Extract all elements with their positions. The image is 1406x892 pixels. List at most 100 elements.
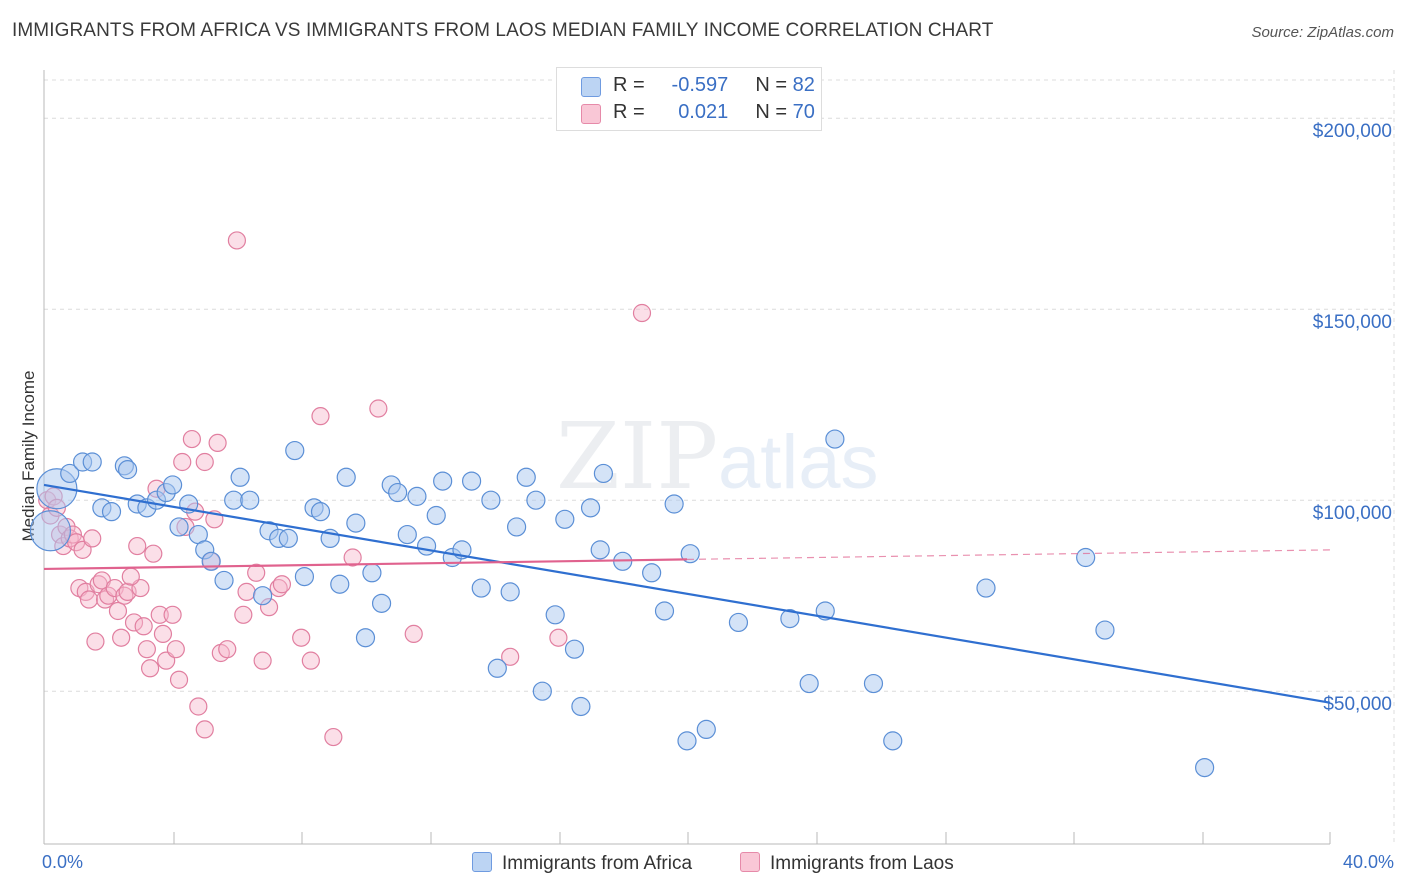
africa-point-48: [471, 578, 491, 598]
laos-legend-swatch: [740, 852, 760, 872]
africa-point-69: [696, 719, 716, 740]
africa-point-64: [642, 563, 662, 583]
trend-lines: [43, 483, 1331, 704]
laos-point-68: [121, 567, 140, 586]
watermark-atlas: atlas: [718, 420, 879, 505]
africa-point-2: [60, 463, 80, 484]
africa-point-0: [29, 510, 72, 552]
africa-point-50: [487, 658, 507, 678]
africa-point-40: [397, 524, 417, 545]
africa-trend-line: [43, 483, 1331, 704]
laos-point-33: [150, 605, 169, 624]
africa-point-77: [976, 578, 996, 598]
laos-point-64: [404, 624, 423, 644]
laos-point-21: [108, 601, 128, 621]
legend-item-laos: Immigrants from Laos: [740, 852, 954, 878]
africa-point-6: [101, 502, 122, 522]
africa-point-35: [355, 628, 376, 648]
laos-point-61: [324, 727, 343, 747]
y-tick-label-1: $100,000: [1313, 503, 1392, 524]
laos-point-28: [134, 617, 153, 636]
africa-point-19: [214, 570, 234, 591]
africa-point-43: [426, 505, 446, 526]
africa-point-74: [825, 429, 845, 449]
africa-point-78: [1076, 547, 1096, 568]
africa-n-value: 82: [792, 74, 815, 96]
laos-point-66: [549, 628, 568, 647]
africa-point-67: [677, 731, 697, 751]
africa-point-53: [516, 467, 536, 487]
laos-legend-label: Immigrants from Laos: [770, 853, 954, 874]
laos-point-42: [189, 697, 208, 716]
africa-point-49: [481, 490, 501, 510]
laos-n-label: N =: [755, 101, 788, 123]
laos-trend-line: [43, 558, 688, 571]
africa-legend-label: Immigrants from Africa: [502, 853, 693, 874]
africa-point-79: [1095, 620, 1115, 640]
laos-point-58: [292, 628, 311, 647]
africa-point-21: [230, 467, 250, 487]
africa-point-76: [883, 731, 903, 751]
laos-point-34: [153, 624, 173, 644]
africa-point-13: [163, 475, 183, 495]
laos-trend-extension: [686, 549, 1331, 561]
africa-point-56: [545, 605, 565, 625]
y-tick-label-3: $200,000: [1313, 121, 1392, 142]
y-tick-label-2: $150,000: [1313, 312, 1392, 333]
africa-point-60: [580, 498, 601, 518]
africa-point-27: [285, 440, 305, 461]
watermark-zip: ZIP: [556, 403, 718, 510]
chart-title: IMMIGRANTS FROM AFRICA VS IMMIGRANTS FRO…: [12, 20, 994, 41]
africa-point-58: [564, 639, 585, 659]
laos-point-44: [195, 720, 214, 739]
africa-point-32: [330, 574, 350, 594]
laos-point-69: [166, 640, 185, 659]
africa-point-34: [346, 513, 366, 533]
y-axis-label: Median Family Income: [19, 370, 38, 541]
laos-point-43: [195, 452, 214, 472]
laos-point-47: [208, 433, 227, 452]
africa-point-65: [654, 601, 675, 621]
africa-point-55: [532, 681, 552, 701]
legend-item-africa: Immigrants from Africa: [472, 852, 692, 878]
laos-point-63: [369, 399, 388, 418]
africa-point-4: [82, 452, 102, 472]
africa-r-value: -0.597: [671, 74, 729, 96]
laos-point-36: [163, 605, 182, 624]
laos-point-53: [247, 563, 266, 582]
africa-point-52: [507, 517, 527, 537]
laos-r-value: 0.021: [678, 101, 729, 123]
africa-point-70: [728, 612, 749, 633]
africa-n-label: N =: [755, 74, 788, 96]
laos-n-value: 70: [792, 101, 815, 123]
laos-point-15: [86, 632, 105, 651]
laos-point-38: [173, 452, 192, 472]
africa-point-66: [664, 494, 684, 514]
africa-point-71: [780, 609, 800, 629]
africa-point-68: [680, 544, 700, 564]
source-label: Source: ZipAtlas.com: [1251, 24, 1394, 41]
africa-point-26: [278, 528, 298, 549]
laos-r-label: R =: [613, 101, 645, 123]
africa-point-30: [310, 502, 331, 522]
africa-point-62: [593, 463, 614, 484]
africa-point-14: [169, 517, 189, 537]
laos-point-25: [124, 613, 144, 632]
laos-point-49: [218, 640, 237, 659]
laos-point-30: [140, 659, 160, 678]
africa-point-28: [294, 566, 315, 587]
laos-point-59: [301, 651, 320, 670]
correlation-legend: R = -0.597 N = 82 R = 0.021 N = 70: [556, 67, 822, 131]
laos-point-57: [272, 575, 292, 594]
laos-point-37: [169, 670, 189, 689]
laos-point-60: [311, 407, 330, 426]
africa-point-51: [500, 582, 520, 602]
watermark: ZIP atlas: [556, 403, 879, 510]
africa-point-54: [526, 490, 546, 510]
africa-point-33: [336, 467, 356, 487]
africa-point-42: [416, 536, 437, 556]
africa-point-20: [224, 490, 244, 510]
africa-point-37: [371, 593, 392, 613]
laos-point-13: [79, 590, 99, 609]
